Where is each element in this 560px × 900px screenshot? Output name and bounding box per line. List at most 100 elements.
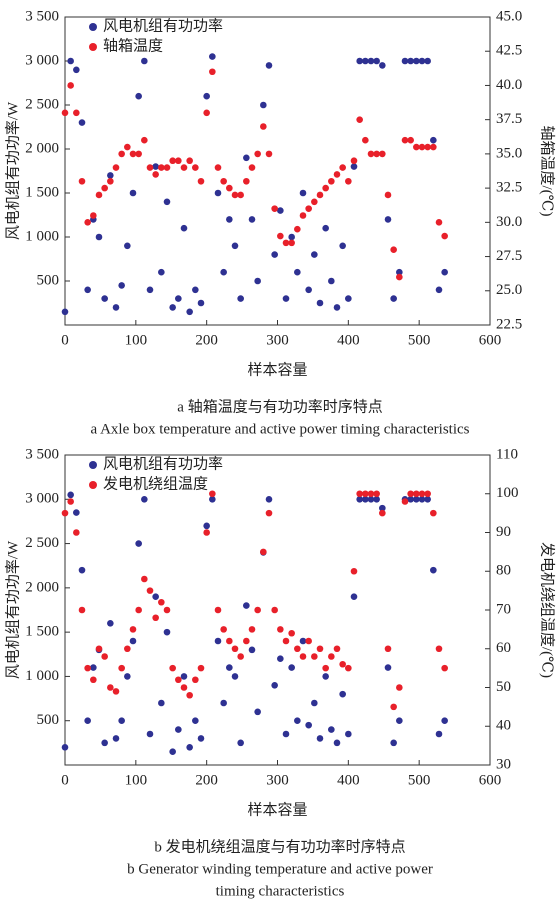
point <box>311 699 318 707</box>
point <box>175 157 182 165</box>
point <box>345 730 352 738</box>
point <box>418 57 426 65</box>
point <box>390 739 397 747</box>
point <box>260 101 267 109</box>
point <box>435 730 443 738</box>
x-tick-label: 0 <box>61 332 69 348</box>
x-tick-label: 400 <box>337 332 360 348</box>
point <box>152 171 159 178</box>
caption-en: b Generator winding temperature and acti… <box>127 861 433 877</box>
point <box>61 509 69 517</box>
point <box>339 242 346 250</box>
y-tick-label: 2 000 <box>25 579 59 595</box>
y2-tick-label: 100 <box>496 485 519 501</box>
caption-zh: a 轴箱温度与有功功率时序特点 <box>177 398 382 415</box>
point <box>203 92 210 100</box>
point <box>214 606 222 614</box>
point <box>396 684 403 691</box>
point <box>124 673 131 680</box>
point <box>362 495 369 503</box>
point <box>328 726 335 733</box>
point <box>384 191 392 199</box>
point <box>243 177 250 185</box>
y-tick-label: 3 500 <box>25 8 59 24</box>
point <box>152 163 159 170</box>
point <box>197 664 205 672</box>
y2-tick-label: 25.0 <box>496 282 522 298</box>
y2-tick-label: 30.0 <box>496 214 522 230</box>
point <box>220 626 227 633</box>
y-tick-label: 1 000 <box>25 228 59 244</box>
y-tick-label: 3 500 <box>25 446 59 462</box>
point <box>339 660 346 668</box>
point <box>203 529 210 536</box>
point <box>95 233 103 241</box>
point <box>192 676 199 684</box>
y2-tick-label: 27.5 <box>496 248 522 264</box>
point <box>311 251 318 258</box>
point <box>441 717 448 725</box>
point <box>413 57 420 65</box>
point <box>367 57 375 65</box>
point <box>73 66 80 74</box>
point <box>101 184 108 192</box>
point <box>220 177 227 185</box>
point <box>407 495 414 503</box>
point <box>390 703 397 711</box>
point <box>101 295 108 302</box>
point <box>294 268 301 276</box>
y-tick-label: 2 000 <box>25 140 59 156</box>
legend-marker <box>89 43 97 51</box>
point <box>135 92 142 100</box>
point <box>78 177 86 185</box>
point <box>197 177 205 185</box>
point <box>237 739 244 747</box>
point <box>118 282 125 289</box>
point <box>220 699 227 707</box>
caption-en: timing characteristics <box>216 883 345 899</box>
point <box>186 743 193 751</box>
point <box>146 730 154 738</box>
point <box>186 157 193 165</box>
point <box>356 116 363 123</box>
point <box>277 626 284 633</box>
point <box>169 304 176 311</box>
point <box>277 207 284 214</box>
point <box>129 150 137 158</box>
point <box>350 593 358 601</box>
point <box>379 504 386 512</box>
point <box>345 295 352 302</box>
point <box>67 498 74 505</box>
point <box>401 498 409 505</box>
y2-tick-label: 45.0 <box>496 8 522 24</box>
point <box>254 606 261 614</box>
point <box>237 191 244 199</box>
point <box>118 150 125 158</box>
point <box>288 239 295 247</box>
point <box>322 224 329 232</box>
point <box>101 739 108 747</box>
y2-tick-label: 80 <box>496 563 511 579</box>
point <box>112 164 120 171</box>
point <box>67 491 74 499</box>
point <box>265 62 273 69</box>
point <box>339 164 346 171</box>
point <box>231 191 239 199</box>
y2-tick-label: 22.5 <box>496 316 522 332</box>
point <box>231 645 239 653</box>
point <box>124 143 131 151</box>
x-tick-label: 100 <box>125 332 148 348</box>
point <box>180 673 188 680</box>
point <box>367 495 375 503</box>
point <box>84 664 91 672</box>
point <box>197 735 205 742</box>
point <box>413 490 420 498</box>
point <box>129 637 137 645</box>
point <box>430 566 437 574</box>
y2-axis-label: 发电机绕组温度/(℃) <box>539 542 556 678</box>
legend-marker <box>89 461 97 469</box>
point <box>180 684 188 691</box>
point <box>441 664 448 672</box>
y-tick-label: 1 000 <box>25 668 59 684</box>
